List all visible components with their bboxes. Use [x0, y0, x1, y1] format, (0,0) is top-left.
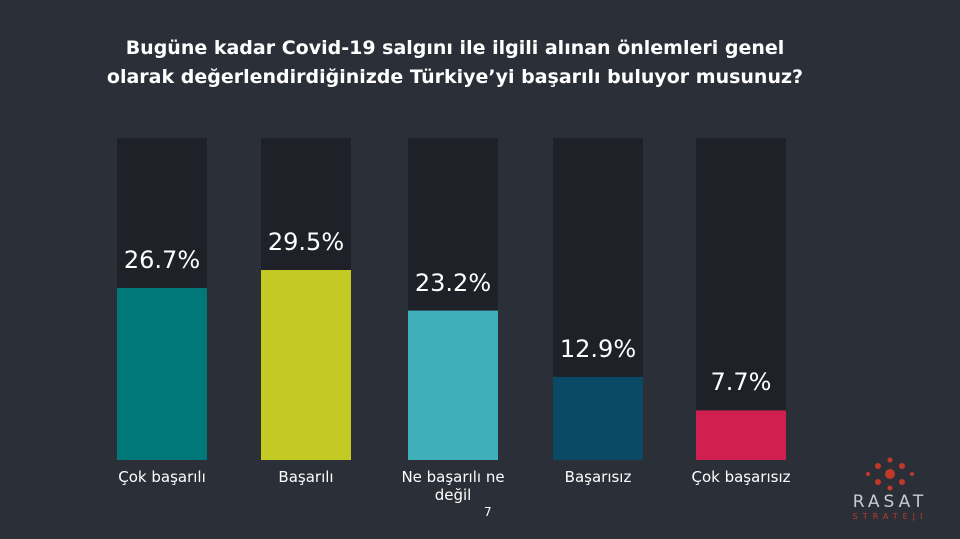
- bar: [261, 270, 351, 460]
- value-label: 12.9%: [559, 334, 637, 363]
- bar: [408, 310, 498, 460]
- logo: RASAT STRATEJİ: [850, 457, 930, 521]
- value-label: 26.7%: [123, 246, 201, 275]
- x-tick-label: Başarısız: [564, 468, 632, 486]
- value-label: 29.5%: [267, 228, 345, 257]
- chart-title: Bugüne kadar Covid-19 salgını ile ilgili…: [106, 37, 804, 88]
- value-label: 23.2%: [414, 268, 492, 297]
- logo-icon: [866, 457, 914, 491]
- logo-name: RASAT: [852, 492, 928, 512]
- bar: [117, 288, 207, 460]
- bar-track: [696, 138, 786, 460]
- bar: [696, 410, 786, 460]
- value-label: 7.7%: [710, 368, 772, 397]
- x-tick-label: Çok başarısız: [691, 468, 791, 486]
- x-tick-label: Ne başarılı ne değil: [401, 468, 505, 504]
- x-tick-label: Başarılı: [278, 468, 334, 486]
- bar: [553, 376, 643, 460]
- page-number: 7: [484, 505, 492, 519]
- logo-tagline: STRATEJİ: [852, 512, 928, 521]
- x-tick-label: Çok başarılı: [118, 468, 206, 486]
